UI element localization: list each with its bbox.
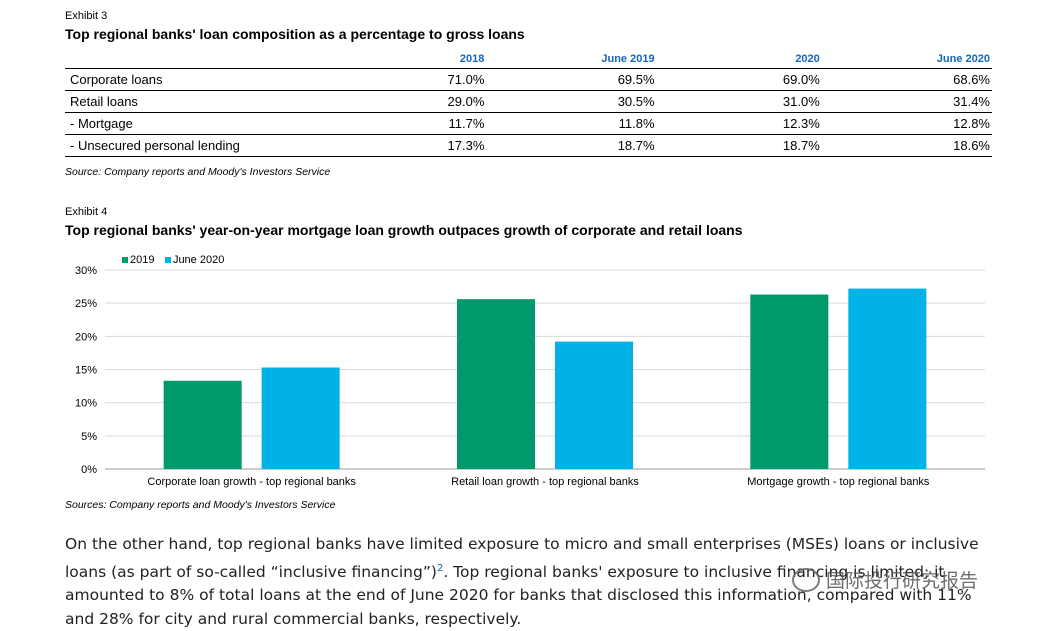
bar-2019 bbox=[750, 294, 829, 469]
y-tick-label: 15% bbox=[75, 365, 97, 377]
bar-june-2020 bbox=[848, 288, 927, 469]
exhibit4-label: Exhibit 4 bbox=[65, 206, 108, 218]
bar-june-2020 bbox=[555, 341, 633, 469]
table-row: - Mortgage 11.7% 11.8% 12.3% 12.8% bbox=[65, 112, 992, 135]
footnote-link[interactable]: 2 bbox=[436, 562, 444, 574]
row-label: - Unsecured personal lending bbox=[65, 134, 443, 157]
table-cell: 30.5% bbox=[486, 90, 657, 113]
row-label: Corporate loans bbox=[65, 68, 443, 91]
bar-2019 bbox=[163, 380, 242, 469]
table-cell: 71.0% bbox=[442, 68, 487, 91]
row-label: Retail loans bbox=[65, 90, 443, 113]
table-cell: 69.5% bbox=[486, 68, 657, 91]
watermark: 国际投行研究报告 bbox=[792, 566, 978, 593]
x-tick-label: Corporate loan growth - top regional ban… bbox=[147, 476, 356, 488]
y-tick-label: 10% bbox=[75, 398, 97, 410]
legend-label: June 2020 bbox=[172, 254, 225, 266]
table-header-row: 2018 June 2019 2020 June 2020 bbox=[65, 50, 992, 69]
table-cell: 18.7% bbox=[656, 134, 822, 157]
table-cell: 17.3% bbox=[442, 134, 487, 157]
y-tick-label: 0% bbox=[81, 464, 97, 476]
exhibit3-title: Top regional banks' loan composition as … bbox=[65, 26, 525, 42]
table-cell: 12.3% bbox=[656, 112, 822, 135]
legend-item-june-2020: June 2020 bbox=[164, 254, 225, 266]
legend-item-2019: 2019 bbox=[122, 254, 154, 266]
row-label: - Mortgage bbox=[65, 112, 443, 135]
exhibit3-label: Exhibit 3 bbox=[65, 10, 108, 22]
bar-june-2020 bbox=[261, 367, 340, 469]
table-cell: 31.0% bbox=[656, 90, 822, 113]
table-cell: 29.0% bbox=[442, 90, 487, 113]
table-header-cell: June 2019 bbox=[486, 50, 657, 69]
table-cell: 11.7% bbox=[442, 112, 487, 135]
table-header-cell: 2020 bbox=[656, 50, 822, 69]
legend-label: 2019 bbox=[130, 254, 155, 266]
table-row: Corporate loans 71.0% 69.5% 69.0% 68.6% bbox=[65, 68, 992, 91]
y-tick-label: 25% bbox=[75, 298, 97, 310]
legend-swatch-2019 bbox=[122, 257, 128, 263]
table-row: - Unsecured personal lending 17.3% 18.7%… bbox=[65, 134, 992, 157]
y-tick-label: 5% bbox=[81, 431, 97, 443]
table-row: Retail loans 29.0% 30.5% 31.0% 31.4% bbox=[65, 90, 992, 113]
exhibit4-source: Sources: Company reports and Moody's Inv… bbox=[65, 499, 336, 511]
table-cell: 68.6% bbox=[821, 68, 992, 91]
growth-bar-chart: 0% 5% 10% 15% 20% 25% 30% Corporate loan growth… bbox=[75, 265, 985, 488]
table-cell: 18.7% bbox=[486, 134, 657, 157]
wechat-logo-icon bbox=[792, 567, 820, 592]
body-paragraph: On the other hand, top regional banks ha… bbox=[65, 533, 995, 631]
table-cell: 31.4% bbox=[821, 90, 992, 113]
table-cell: 11.8% bbox=[486, 112, 657, 135]
table-cell: 18.6% bbox=[821, 134, 992, 157]
legend-swatch-june-2020 bbox=[164, 257, 171, 263]
chart-legend: 2019 June 2020 bbox=[122, 250, 230, 268]
bar-2019 bbox=[457, 299, 535, 469]
watermark-text: 国际投行研究报告 bbox=[826, 570, 979, 592]
table-header-cell: 2018 bbox=[442, 50, 487, 69]
table-header-cell: June 2020 bbox=[821, 50, 992, 69]
x-tick-label: Retail loan growth - top regional banks bbox=[451, 476, 639, 488]
chart-title: Top regional banks' year-on-year mortgag… bbox=[65, 222, 743, 238]
y-tick-label: 30% bbox=[75, 265, 97, 277]
x-tick-label: Mortgage growth - top regional banks bbox=[747, 476, 930, 488]
exhibit3-source: Source: Company reports and Moody's Inve… bbox=[65, 166, 331, 178]
table-header-cell bbox=[65, 50, 443, 69]
table-cell: 12.8% bbox=[821, 112, 992, 135]
paragraph-text: On the other hand, top regional banks ha… bbox=[65, 535, 979, 581]
y-tick-label: 20% bbox=[75, 331, 97, 343]
loan-composition-table: 2018 June 2019 2020 June 2020 Corporate … bbox=[65, 50, 992, 157]
table-cell: 69.0% bbox=[656, 68, 822, 91]
